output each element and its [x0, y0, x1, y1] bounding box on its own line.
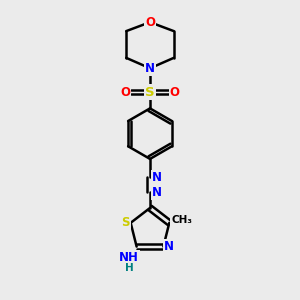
Text: H: H: [125, 263, 134, 273]
Text: N: N: [152, 186, 161, 199]
Text: O: O: [120, 85, 130, 98]
Text: N: N: [152, 171, 161, 184]
Text: N: N: [164, 240, 174, 253]
Text: N: N: [145, 62, 155, 75]
Text: S: S: [145, 85, 155, 98]
Text: NH: NH: [119, 251, 139, 264]
Text: O: O: [145, 16, 155, 29]
Text: S: S: [121, 216, 130, 229]
Text: CH₃: CH₃: [171, 215, 192, 225]
Text: O: O: [170, 85, 180, 98]
